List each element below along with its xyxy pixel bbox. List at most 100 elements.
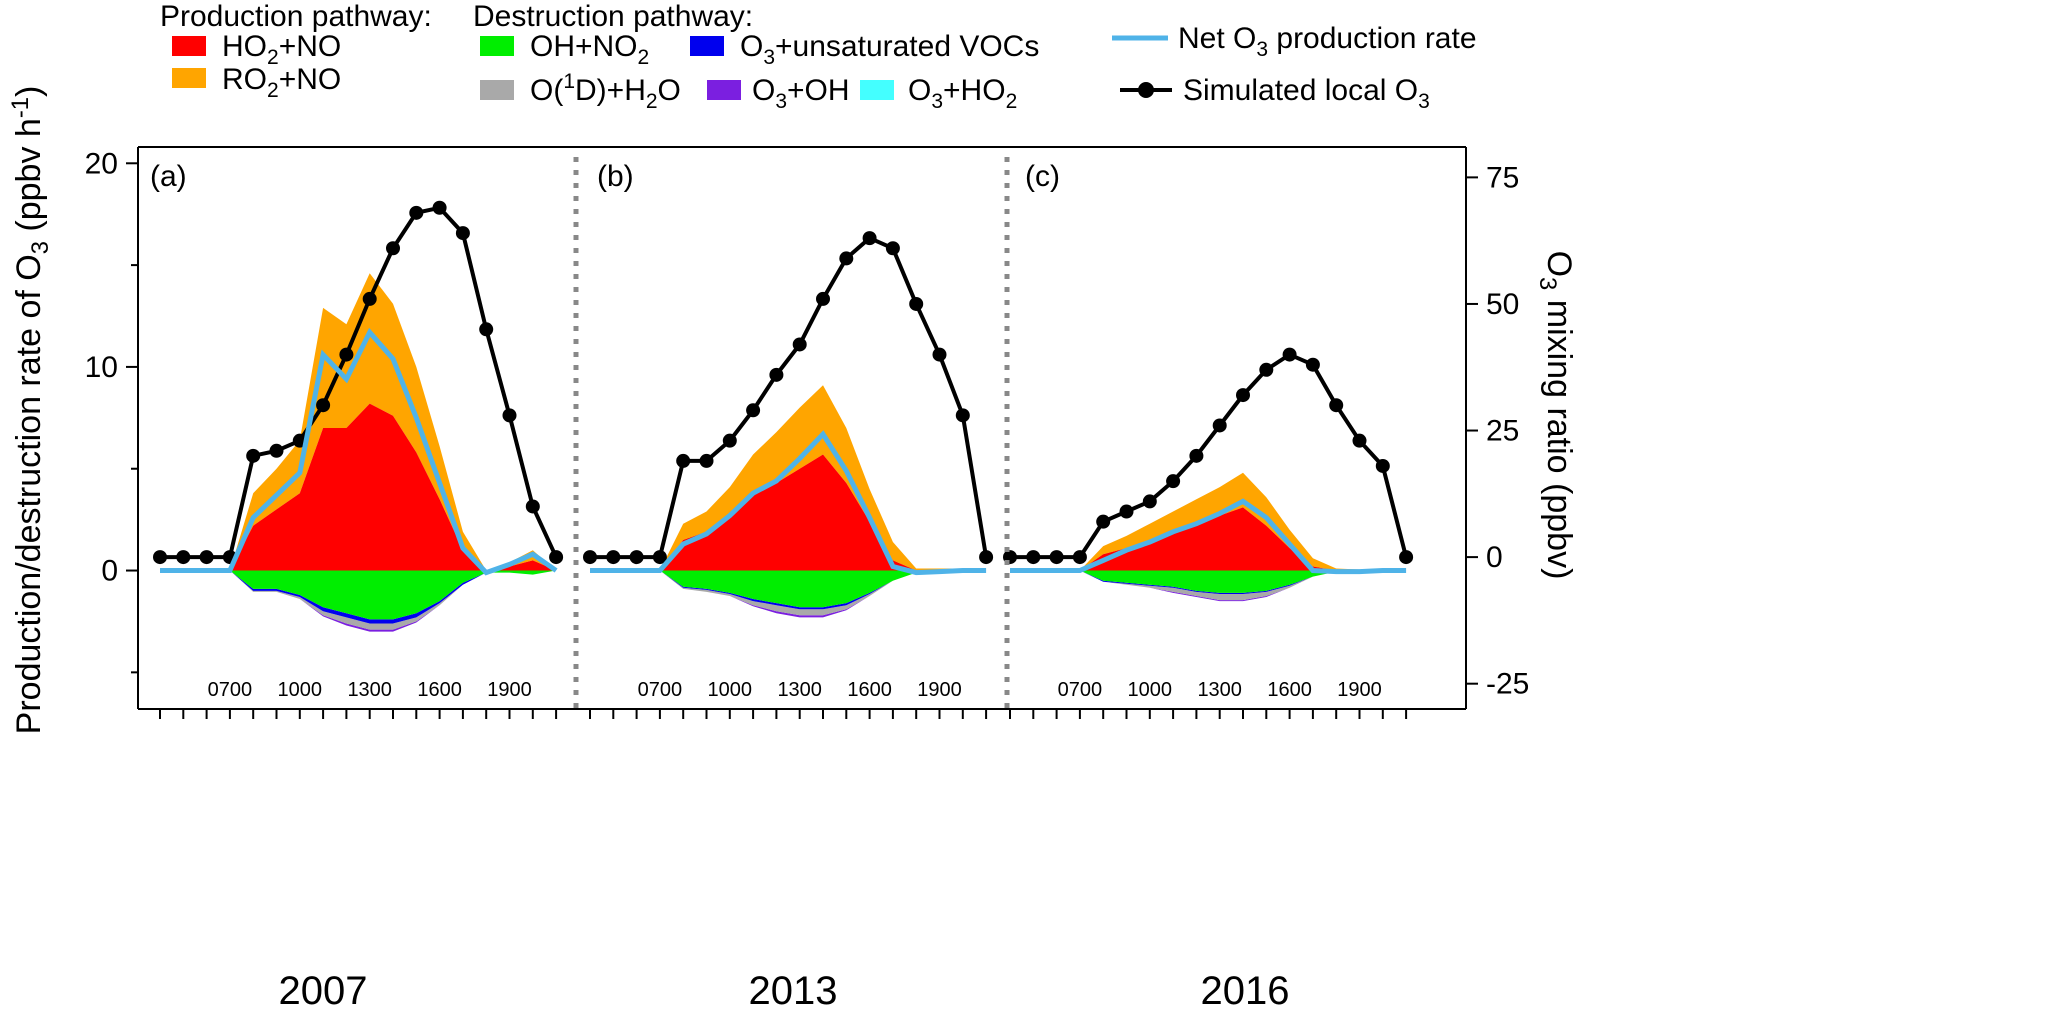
o3-marker	[792, 337, 807, 352]
hour-label: 1000	[278, 679, 323, 701]
legend-label-ro2-no: RO2+NO	[222, 63, 341, 102]
o3-marker	[1119, 504, 1134, 519]
o3-marker	[1212, 418, 1227, 433]
legend-label-o1d-h2o: O(1D)+H2O	[530, 70, 681, 113]
right-tick-label: 75	[1486, 161, 1519, 194]
legend-label-net: Net O3 production rate	[1178, 22, 1477, 61]
o3-marker	[269, 443, 284, 458]
o3-marker	[746, 403, 761, 418]
legend-marker-o3	[1138, 82, 1154, 98]
area-oh-no2-2016	[1010, 570, 1407, 593]
legend-label-ho2-no: HO2+NO	[222, 30, 341, 69]
hour-label: 1900	[1337, 679, 1382, 701]
panel-2013	[583, 231, 994, 618]
o3-marker	[629, 550, 644, 565]
legend-swatch-ho2-no	[172, 36, 206, 56]
right-tick-label: 0	[1486, 541, 1503, 574]
o3-marker	[1049, 550, 1064, 565]
o3-marker	[1166, 474, 1181, 489]
hour-label: 1600	[1267, 679, 1312, 701]
hour-label: 1900	[917, 679, 962, 701]
o3-marker	[339, 347, 354, 362]
o3-marker	[769, 367, 784, 382]
o3-marker	[1305, 357, 1320, 372]
o3-marker	[722, 433, 737, 448]
o3-marker	[1142, 494, 1157, 509]
o3-marker	[1236, 388, 1250, 403]
area-oh-no2-2013	[590, 570, 987, 608]
o3-marker	[1399, 550, 1414, 565]
o3-marker	[316, 398, 331, 413]
panel-2007	[153, 200, 564, 632]
o3-marker	[362, 291, 377, 306]
legend-label-oh-no2: OH+NO2	[530, 30, 649, 69]
legend-label-o3-oh: O3+OH	[752, 74, 850, 113]
o3-marker	[455, 226, 470, 241]
o3-marker	[246, 448, 261, 463]
o3-marker	[199, 550, 214, 565]
o3-marker	[676, 453, 691, 468]
o3-marker	[1096, 514, 1111, 529]
o3-marker	[1352, 433, 1367, 448]
o3-marker	[652, 550, 667, 565]
o3-marker	[1375, 458, 1390, 473]
area-o1d-h2o-2016	[1010, 570, 1407, 601]
right-tick-label: -25	[1486, 668, 1529, 701]
legend-label-o3-voc: O3+unsaturated VOCs	[740, 30, 1039, 69]
o3-marker	[479, 322, 494, 337]
hour-label: 1600	[417, 679, 462, 701]
o3-marker	[525, 499, 540, 514]
hour-label: 0700	[1058, 679, 1103, 701]
plot-area	[153, 200, 1414, 632]
hour-label: 1000	[1128, 679, 1173, 701]
o3-marker	[885, 241, 900, 256]
o3-marker	[979, 550, 994, 565]
legend-label-o3: Simulated local O3	[1183, 74, 1430, 113]
panel-letter: (b)	[597, 160, 634, 193]
area-ho2-no-2007	[160, 403, 557, 571]
o3-marker	[862, 231, 877, 246]
panel-2016	[1003, 347, 1414, 602]
hour-label: 1600	[847, 679, 892, 701]
hour-label: 1000	[708, 679, 753, 701]
hour-label: 1300	[347, 679, 392, 701]
legend-production-title: Production pathway:	[160, 0, 432, 33]
o3-marker	[386, 241, 400, 256]
year-label: 2013	[749, 969, 838, 1013]
left-tick-label: 0	[101, 555, 118, 588]
legend-swatch-o1d-h2o	[480, 80, 514, 100]
o3-marker	[909, 296, 924, 311]
left-tick-label: 10	[85, 351, 118, 384]
area-oh-no2-2007	[160, 570, 557, 620]
o3-marker	[409, 205, 424, 220]
right-tick-label: 25	[1486, 415, 1519, 448]
o3-marker	[1189, 448, 1204, 463]
panel-letter: (c)	[1025, 160, 1060, 193]
legend-label-o3-ho2: O3+HO2	[908, 74, 1017, 113]
hour-label: 1300	[1197, 679, 1242, 701]
axes: 0 10 20 -25 0 25 50 75 Production/destruction ra…	[7, 86, 1578, 1013]
year-label: 2016	[1201, 969, 1290, 1013]
area-ro2-no-2016	[1010, 472, 1407, 571]
legend-destruction-title: Destruction pathway:	[473, 0, 753, 33]
area-ro2-no-2013	[590, 385, 987, 571]
o3-marker	[606, 550, 621, 565]
legend-swatch-o3-voc	[690, 36, 724, 56]
legend-swatch-o3-oh	[707, 80, 741, 100]
o3-marker	[432, 200, 447, 215]
panel-letter: (a)	[150, 160, 187, 193]
legend: Production pathway: Destruction pathway: H…	[160, 0, 1477, 113]
left-tick-label: 20	[85, 147, 118, 180]
o3-marker	[153, 550, 167, 565]
hour-label: 1900	[487, 679, 532, 701]
o3-marker	[549, 550, 564, 565]
net-line-2013	[590, 430, 987, 576]
o3-marker	[955, 408, 970, 423]
year-label: 2007	[279, 969, 368, 1013]
o3-marker	[699, 453, 714, 468]
legend-swatch-o3-ho2	[860, 80, 894, 100]
legend-swatch-oh-no2	[480, 36, 514, 56]
hour-label: 0700	[208, 679, 253, 701]
right-tick-label: 50	[1486, 288, 1519, 321]
